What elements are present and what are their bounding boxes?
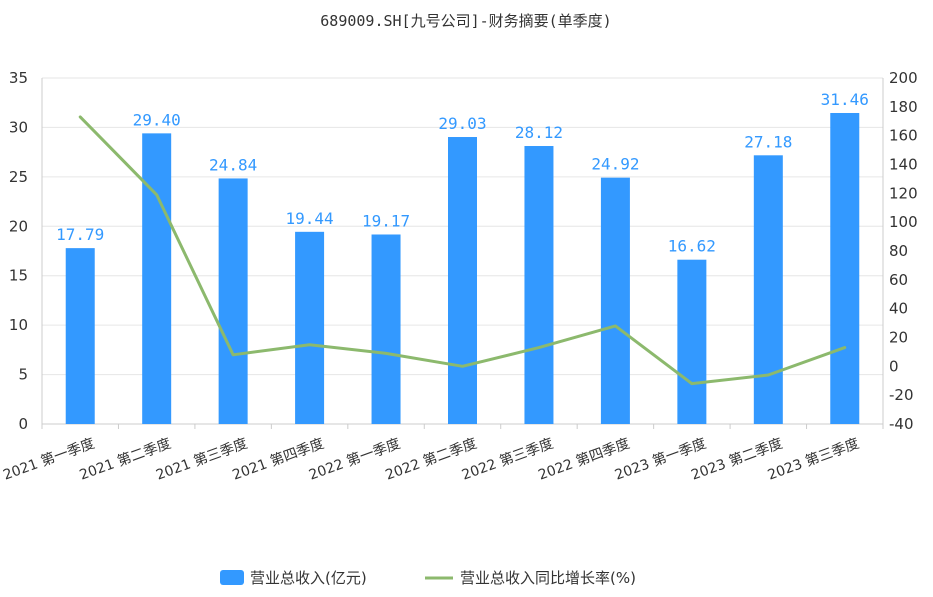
y-left-tick-label: 5 (18, 366, 28, 384)
bar-data-label: 24.92 (591, 155, 639, 174)
growth-line[interactable] (78, 115, 847, 386)
bar-series (65, 112, 860, 425)
y-right-tick-label: 200 (889, 69, 918, 87)
bar-data-label: 31.46 (821, 90, 869, 109)
y-right-tick-label: -40 (889, 415, 914, 433)
y-right-tick-label: 120 (889, 184, 918, 202)
y-left-tick-label: 25 (9, 168, 28, 186)
bar[interactable] (677, 259, 707, 424)
legend: 营业总收入(亿元) 营业总收入同比增长率(%) (220, 569, 636, 587)
bar-data-label: 24.84 (209, 155, 257, 174)
bar-data-label: 29.40 (133, 110, 181, 129)
y-right-tick-label: 80 (889, 242, 908, 260)
bar-data-label: 28.12 (515, 123, 563, 142)
y-right-tick-label: 180 (889, 98, 918, 116)
bar-data-label: 27.18 (744, 132, 792, 151)
bar[interactable] (830, 112, 860, 425)
y-right-tick-label: 40 (889, 300, 908, 318)
y-left-tick-label: 20 (9, 217, 28, 235)
bar[interactable] (600, 177, 630, 424)
legend-swatch-bar (220, 570, 244, 585)
legend-label-growth: 营业总收入同比增长率(%) (460, 569, 636, 587)
y-right-tick-label: 160 (889, 127, 918, 145)
y-right-tick-label: -20 (889, 386, 914, 404)
bar-data-label: 29.03 (438, 114, 486, 133)
bar-data-label: 16.62 (668, 237, 716, 256)
bar[interactable] (65, 248, 95, 424)
bar-data-label: 19.44 (286, 209, 334, 228)
y-right-tick-label: 100 (889, 213, 918, 231)
y-left-tick-label: 0 (18, 415, 28, 433)
y-left-tick-label: 15 (9, 267, 28, 285)
bar[interactable] (753, 155, 783, 425)
chart-title: 689009.SH[九号公司]-财务摘要(单季度) (320, 12, 611, 30)
y-right-tick-label: 20 (889, 329, 908, 347)
legend-item-revenue[interactable]: 营业总收入(亿元) (220, 569, 367, 587)
bar[interactable] (218, 178, 248, 424)
y-right-tick-label: 60 (889, 271, 908, 289)
bar-data-label: 19.17 (362, 211, 410, 230)
y-left-tick-label: 10 (9, 316, 28, 334)
y-left-tick-label: 35 (9, 69, 28, 87)
y-left-tick-label: 30 (9, 118, 28, 136)
bar[interactable] (524, 146, 554, 424)
line-series (78, 115, 847, 386)
bar[interactable] (371, 234, 401, 424)
legend-item-growth[interactable]: 营业总收入同比增长率(%) (425, 569, 636, 587)
bar[interactable] (295, 231, 325, 424)
bar-data-label: 17.79 (56, 225, 104, 244)
y-right-tick-label: 0 (889, 357, 899, 375)
legend-label-revenue: 营业总收入(亿元) (250, 569, 367, 587)
bar[interactable] (448, 137, 477, 425)
bar[interactable] (142, 133, 172, 425)
y-right-tick-label: 140 (889, 156, 918, 174)
data-labels: 17.79 29.40 24.84 19.44 19.17 29.03 28.12 24.92… (56, 90, 869, 256)
